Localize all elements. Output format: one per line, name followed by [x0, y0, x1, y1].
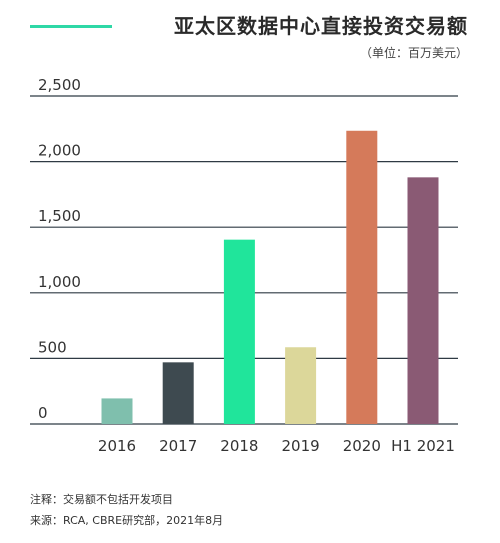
- x-tick-label: 2019: [282, 437, 320, 455]
- bar-2017: [162, 362, 194, 424]
- title-accent-line: [30, 25, 112, 28]
- x-axis-ticks: 2016 2017 2018 2019 2020 H1 2021: [98, 437, 455, 455]
- x-tick-label: 2016: [98, 437, 136, 455]
- y-tick-label: 2,500: [38, 76, 81, 94]
- bar-2019: [285, 347, 317, 424]
- y-tick-label: 1,000: [38, 273, 81, 291]
- y-tick-label: 500: [38, 338, 67, 356]
- source-note: 来源：RCA, CBRE研究部，2021年8月: [30, 514, 224, 527]
- footnote: 注释：交易额不包括开发项目: [30, 493, 173, 506]
- x-tick-label: H1 2021: [391, 437, 455, 455]
- x-tick-label: 2018: [220, 437, 258, 455]
- y-axis-ticks: 0 500 1,000 1,500 2,000 2,500: [38, 76, 81, 422]
- chart-title: 亚太区数据中心直接投资交易额: [174, 14, 468, 38]
- bar-2020: [346, 130, 378, 424]
- y-tick-label: 0: [38, 404, 48, 422]
- y-tick-label: 2,000: [38, 142, 81, 160]
- unit-label: （单位：百万美元）: [359, 46, 468, 60]
- bars: [101, 130, 439, 424]
- bar-2016: [101, 398, 133, 424]
- x-tick-label: 2020: [343, 437, 381, 455]
- bar-2018: [223, 239, 255, 424]
- x-tick-label: 2017: [159, 437, 197, 455]
- bar-h1-2021: [407, 177, 439, 424]
- y-tick-label: 1,500: [38, 207, 81, 225]
